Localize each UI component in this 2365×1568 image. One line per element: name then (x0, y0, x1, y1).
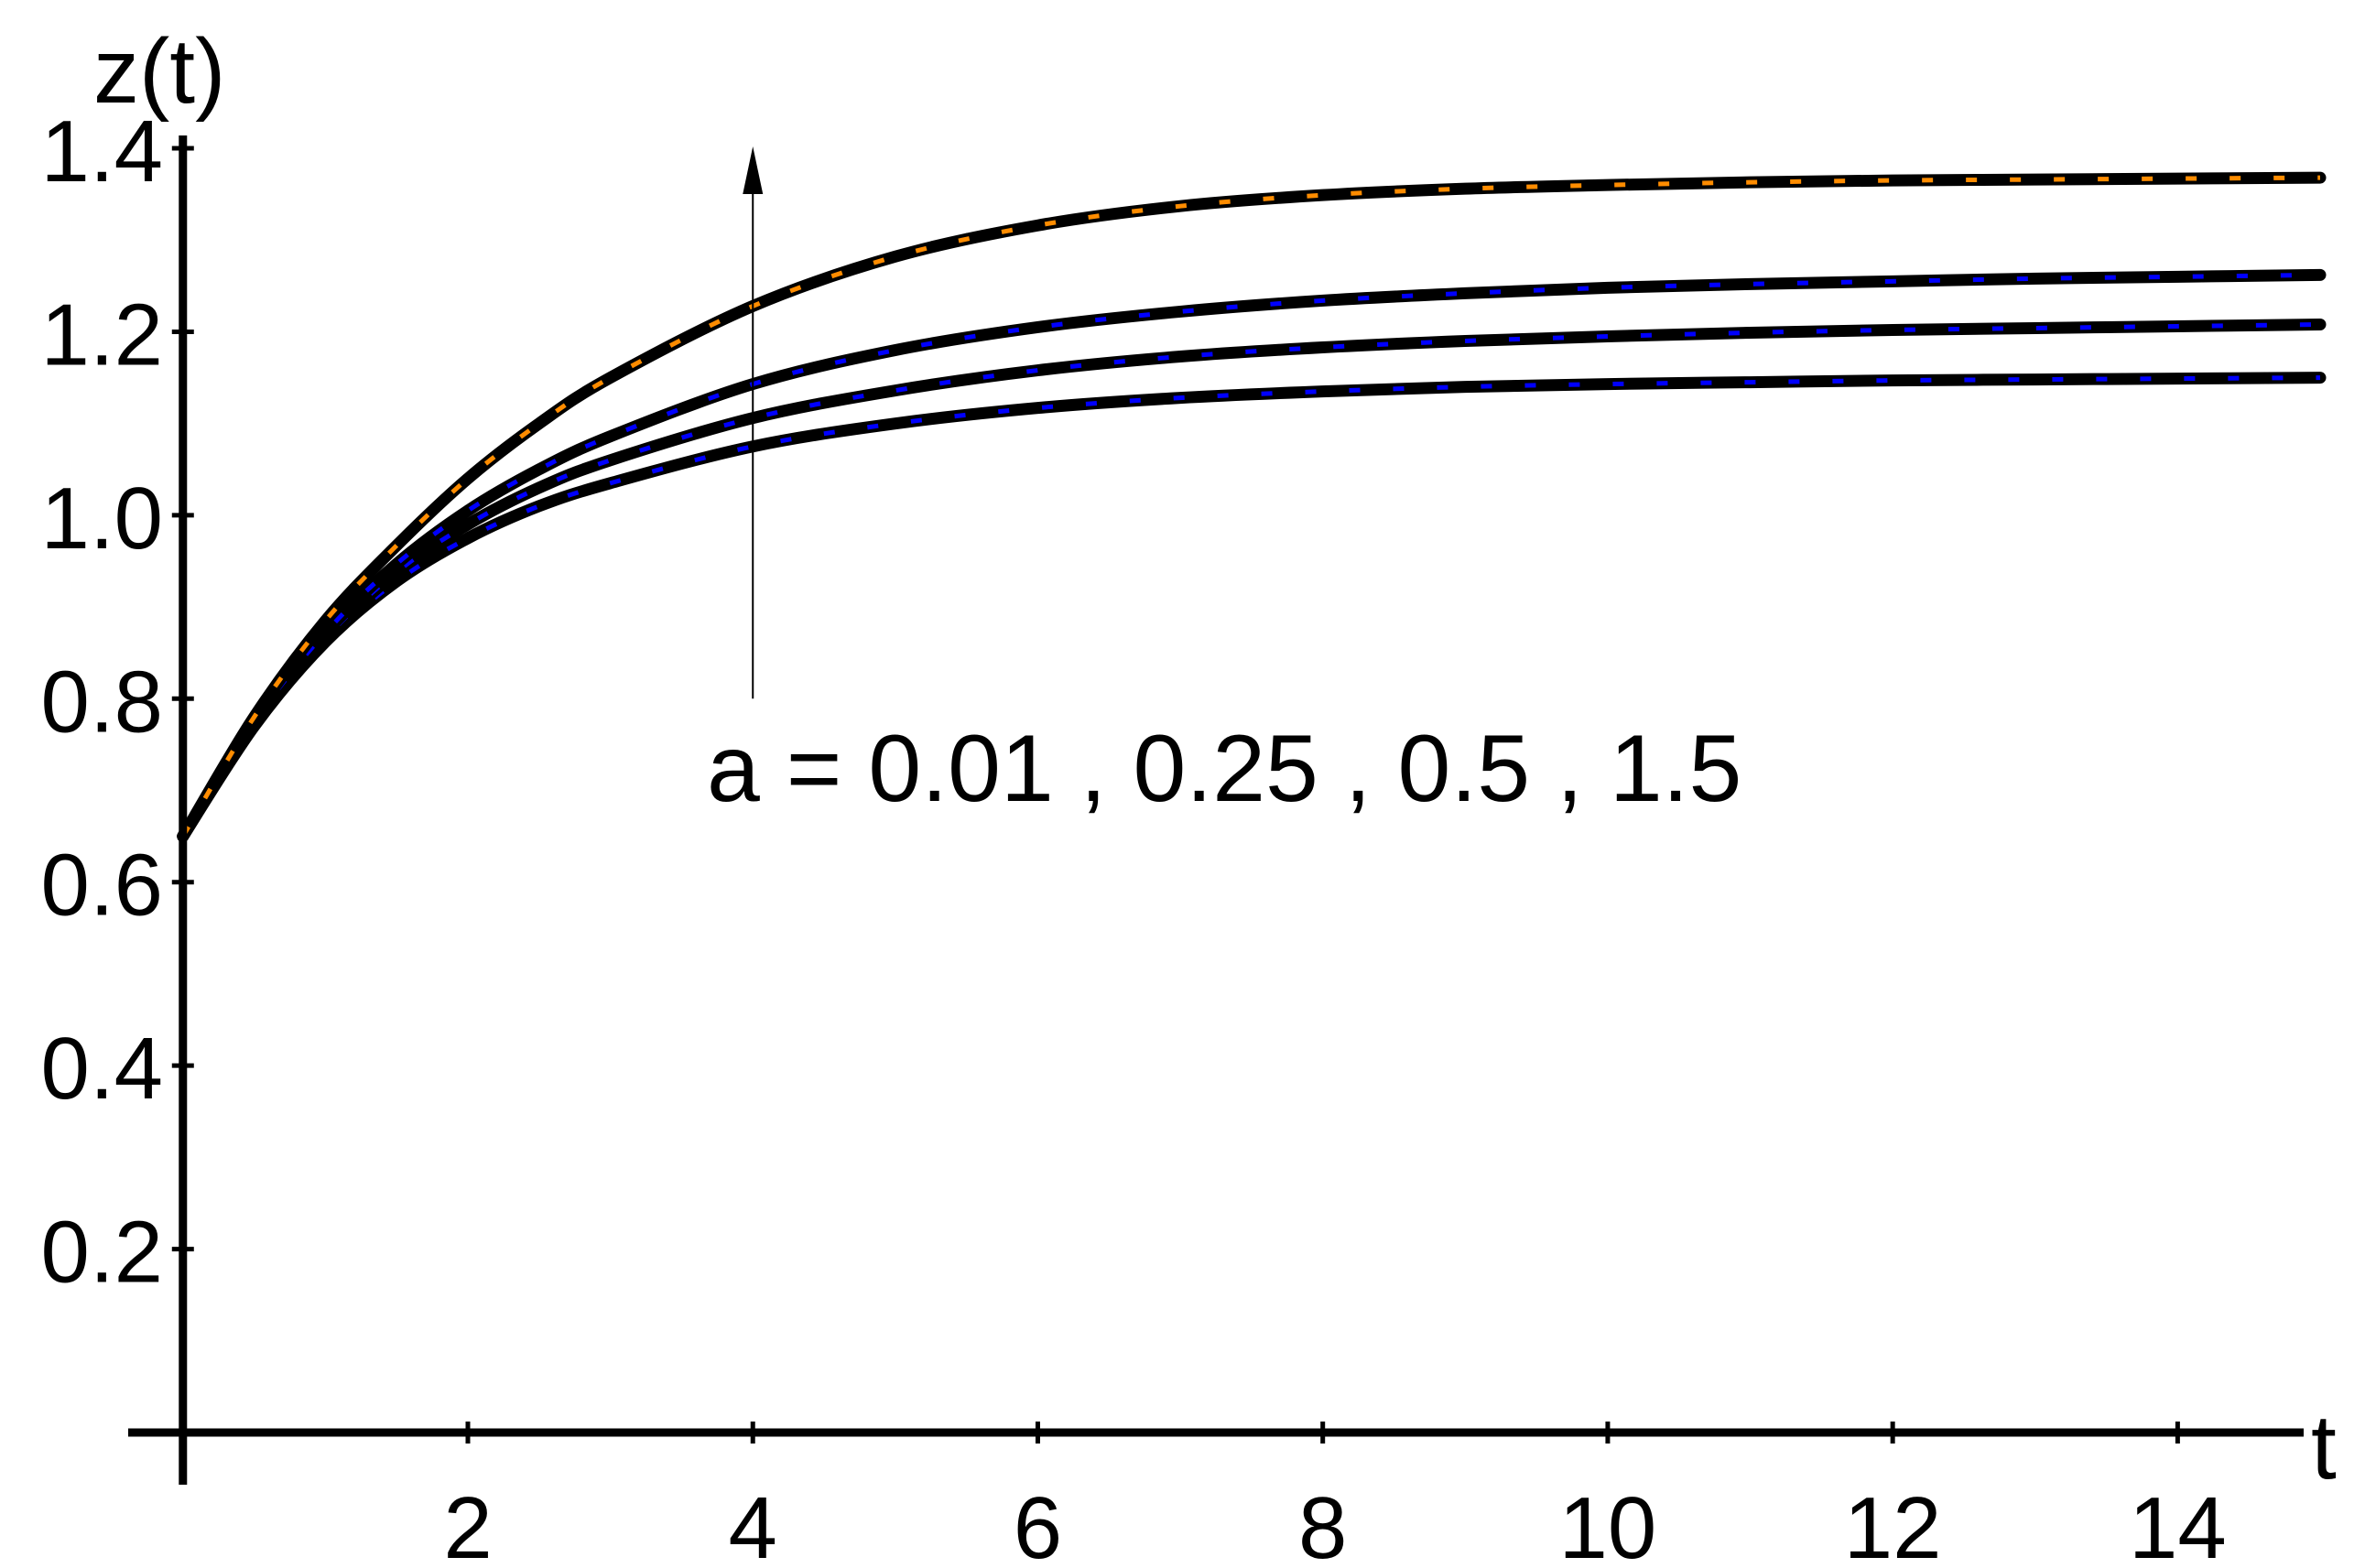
x-tick-label: 6 (1014, 1479, 1062, 1568)
parameter-annotation: a = 0.01 , 0.25 , 0.5 , 1.5 (707, 716, 1741, 822)
x-axis-title: t (2311, 1396, 2337, 1498)
series-2-line (177, 318, 2327, 843)
y-tick-label: 0.6 (41, 837, 163, 935)
y-tick-label: 0.4 (41, 1020, 163, 1118)
x-tick-label: 12 (1844, 1479, 1942, 1568)
curves-layer (177, 171, 2327, 843)
annotation-arrow-head (743, 146, 764, 195)
ticks-layer: 2 4 6 8 10 12 14 0.2 0.4 0.6 0.8 1.0 1.2 1.4 (41, 103, 2227, 1568)
x-tick-label: 14 (2129, 1479, 2227, 1568)
annotation-layer (743, 146, 764, 699)
y-axis-title: z(t) (93, 20, 225, 123)
x-tick-label: 8 (1298, 1479, 1347, 1568)
x-tick-label: 10 (1559, 1479, 1657, 1568)
x-tick-label: 2 (443, 1479, 492, 1568)
axes-layer (128, 135, 2304, 1485)
y-tick-label: 1.0 (41, 470, 163, 568)
series-3-line (177, 268, 2327, 843)
series-4-line (177, 171, 2327, 843)
y-tick-label: 1.4 (41, 103, 163, 200)
series-1-line (177, 372, 2327, 843)
y-tick-label: 1.2 (41, 286, 163, 384)
x-tick-label: 4 (729, 1479, 777, 1568)
y-tick-label: 0.8 (41, 653, 163, 751)
y-tick-label: 0.2 (41, 1204, 163, 1302)
